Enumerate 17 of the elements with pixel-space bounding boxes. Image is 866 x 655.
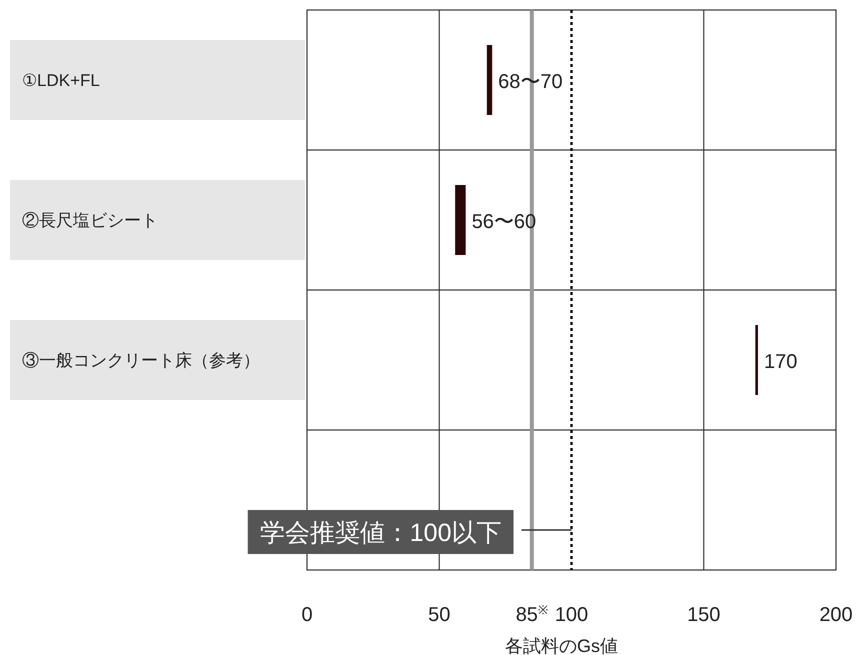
bar: [455, 185, 466, 255]
annotation: 170: [764, 351, 798, 373]
x-tick-label: 150: [687, 604, 720, 626]
ref-line-label: 学会推奨値：100以下: [260, 519, 502, 547]
x-tick-label: 50: [428, 604, 450, 626]
y-tick-label: ①LDK+FL: [22, 71, 100, 90]
x-axis-title: 各試料のGs値: [504, 636, 618, 655]
x-tick-label: 85$^{※}$: [516, 603, 548, 626]
x-tick-label: 100: [554, 604, 588, 626]
x-tick-label: 0: [301, 604, 313, 626]
x-tick-label: 200: [819, 604, 853, 626]
annotation: 68〜70: [498, 71, 563, 93]
annotation: 56〜60: [472, 211, 536, 233]
bar: [755, 325, 758, 395]
y-tick-label: ②長尺塩ビシート: [22, 211, 158, 230]
bar: [486, 45, 492, 115]
y-tick-label: ③一般コンクリート床（参考）: [22, 351, 260, 370]
